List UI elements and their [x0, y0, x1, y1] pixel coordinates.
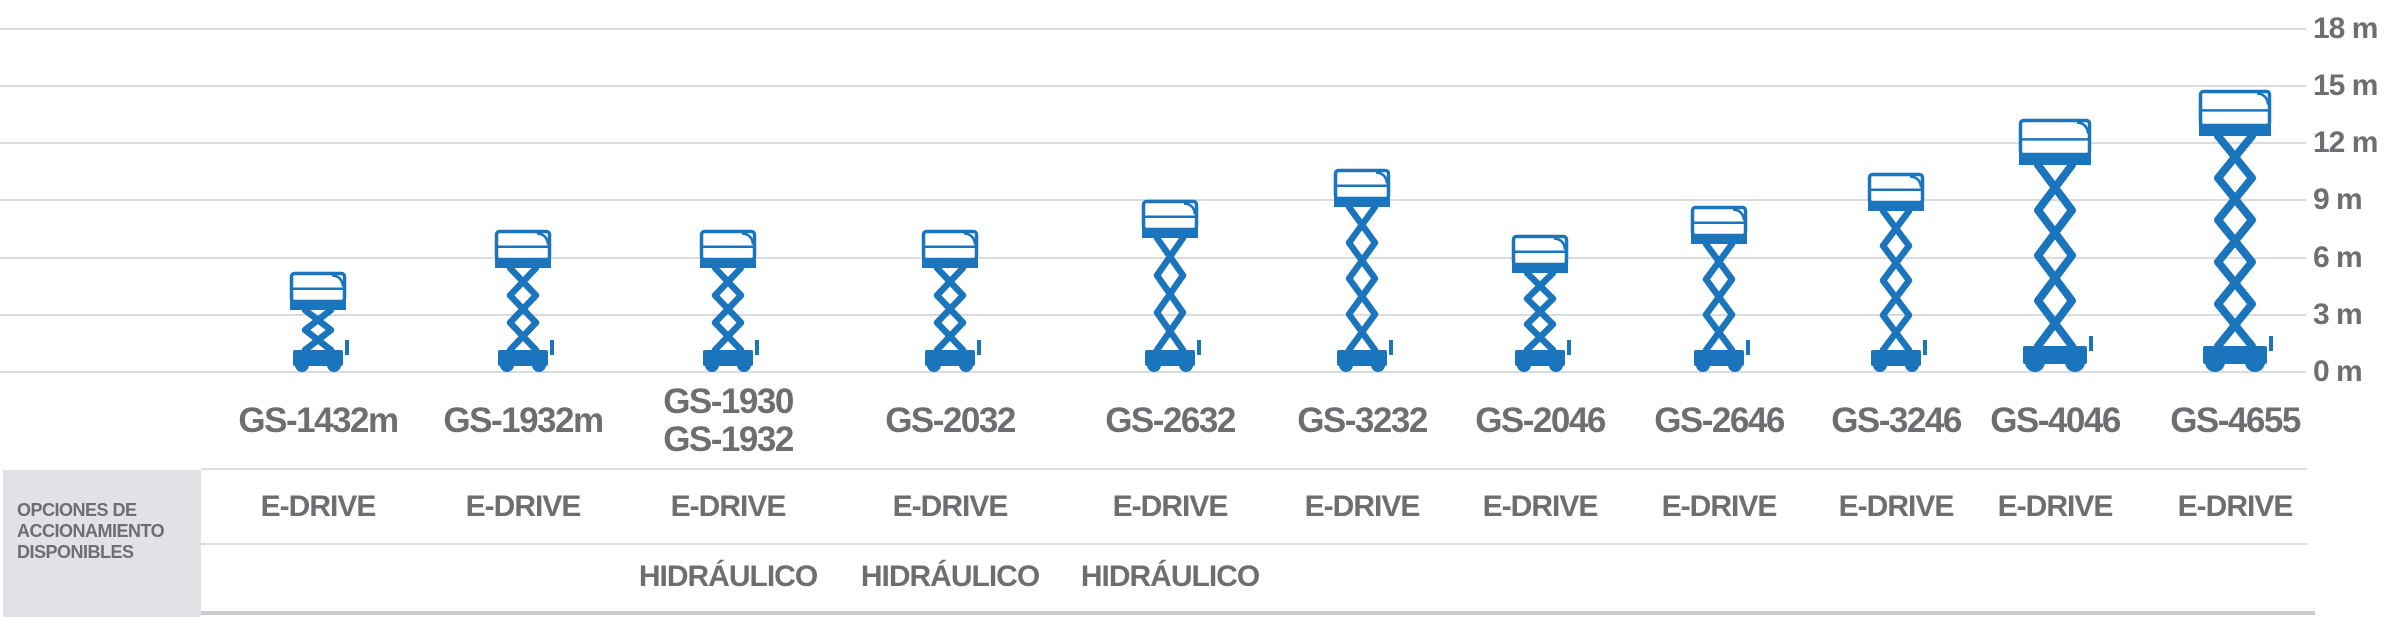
model-name-gs-2646: GS-2646	[1609, 378, 1829, 464]
gridline-18m	[0, 28, 2306, 30]
drive-option-e-drive: E-DRIVE	[670, 489, 787, 523]
model-name-line: GS-3232	[1297, 401, 1428, 440]
model-name-gs-1932m: GS-1932m	[413, 378, 633, 464]
drive-options-header-line: OPCIONES DE	[17, 500, 137, 520]
drive-option-hidr-ulico: HIDRÁULICO	[860, 560, 1040, 593]
y-axis-tick-label: 3 m	[2313, 298, 2363, 331]
drive-option-hidr-ulico: HIDRÁULICO	[638, 560, 818, 593]
table-divider-bottom	[3, 611, 2315, 615]
model-name-line: GS-2646	[1654, 401, 1785, 440]
gridline-6m	[0, 257, 2306, 259]
drive-option-e-drive: E-DRIVE	[260, 489, 377, 523]
model-name-gs-2632: GS-2632	[1060, 378, 1280, 464]
drive-option-e-drive: E-DRIVE	[892, 489, 1009, 523]
drive-option-e-drive: E-DRIVE	[2177, 489, 2294, 523]
scissor-lift-icon	[1333, 168, 1393, 372]
model-name-line: GS-2032	[885, 401, 1016, 440]
model-name-line: GS-2046	[1475, 401, 1606, 440]
drive-options-header-line: ACCIONAMIENTO	[17, 521, 165, 541]
model-name-gs-4046: GS-4046	[1945, 378, 2165, 464]
drive-option-e-drive: E-DRIVE	[1661, 489, 1778, 523]
scissor-lift-icon	[1690, 205, 1750, 372]
scissor-lift-icon	[2198, 89, 2273, 372]
model-name-line: GS-2632	[1105, 401, 1236, 440]
drive-option-e-drive: E-DRIVE	[1304, 489, 1421, 523]
gridline-3m	[0, 314, 2306, 316]
gridline-12m	[0, 142, 2306, 144]
gridline-15m	[0, 85, 2306, 87]
model-name-gs-3232: GS-3232	[1252, 378, 1472, 464]
lift-pictogram-layer	[289, 89, 2273, 372]
drive-option-e-drive: E-DRIVE	[1112, 489, 1229, 523]
scissor-lift-icon	[494, 229, 554, 372]
scissor-lift-icon	[2018, 118, 2093, 372]
drive-option-e-drive: E-DRIVE	[465, 489, 582, 523]
model-name-line: GS-4046	[1990, 401, 2121, 440]
drive-option-hidr-ulico: HIDRÁULICO	[1080, 560, 1260, 593]
drive-option-e-drive: E-DRIVE	[1482, 489, 1599, 523]
table-divider-top	[201, 468, 2307, 470]
scissor-lift-icon	[1867, 172, 1927, 372]
y-axis-tick-label: 12 m	[2313, 126, 2378, 159]
drive-option-e-drive: E-DRIVE	[1997, 489, 2114, 523]
model-name-gs-2046: GS-2046	[1430, 378, 1650, 464]
model-name-line: GS-1930	[663, 382, 794, 421]
drive-option-e-drive: E-DRIVE	[1838, 489, 1955, 523]
y-axis-tick-label: 9 m	[2313, 183, 2363, 216]
model-name-line: GS-1932m	[443, 401, 604, 440]
model-name-line: GS-1432m	[238, 401, 399, 440]
scissor-lift-icon	[921, 229, 981, 372]
scissor-lift-icon	[1141, 199, 1201, 372]
gridline-0m	[0, 371, 2306, 373]
y-axis-tick-label: 6 m	[2313, 241, 2363, 274]
model-name-gs-3246: GS-3246	[1786, 378, 2006, 464]
model-name-line: GS-1932	[663, 420, 794, 459]
model-name-gs-1432m: GS-1432m	[208, 378, 428, 464]
y-axis-tick-label: 15 m	[2313, 69, 2378, 102]
model-name-line: GS-3246	[1831, 401, 1962, 440]
model-name-gs-1930-gs-1932: GS-1930 GS-1932	[618, 378, 838, 464]
scissor-lift-icon	[699, 229, 759, 372]
table-divider-middle	[201, 543, 2307, 545]
scissor-lift-icon	[1511, 234, 1571, 372]
drive-options-header: OPCIONES DE ACCIONAMIENTO DISPONIBLES	[3, 470, 201, 617]
model-name-gs-4655: GS-4655	[2125, 378, 2345, 464]
drive-options-header-line: DISPONIBLES	[17, 542, 134, 562]
scissor-lift-icon	[289, 271, 349, 372]
model-name-line: GS-4655	[2170, 401, 2301, 440]
model-name-gs-2032: GS-2032	[840, 378, 1060, 464]
y-axis-tick-label: 0 m	[2313, 355, 2363, 388]
y-axis-tick-label: 18 m	[2313, 12, 2378, 45]
